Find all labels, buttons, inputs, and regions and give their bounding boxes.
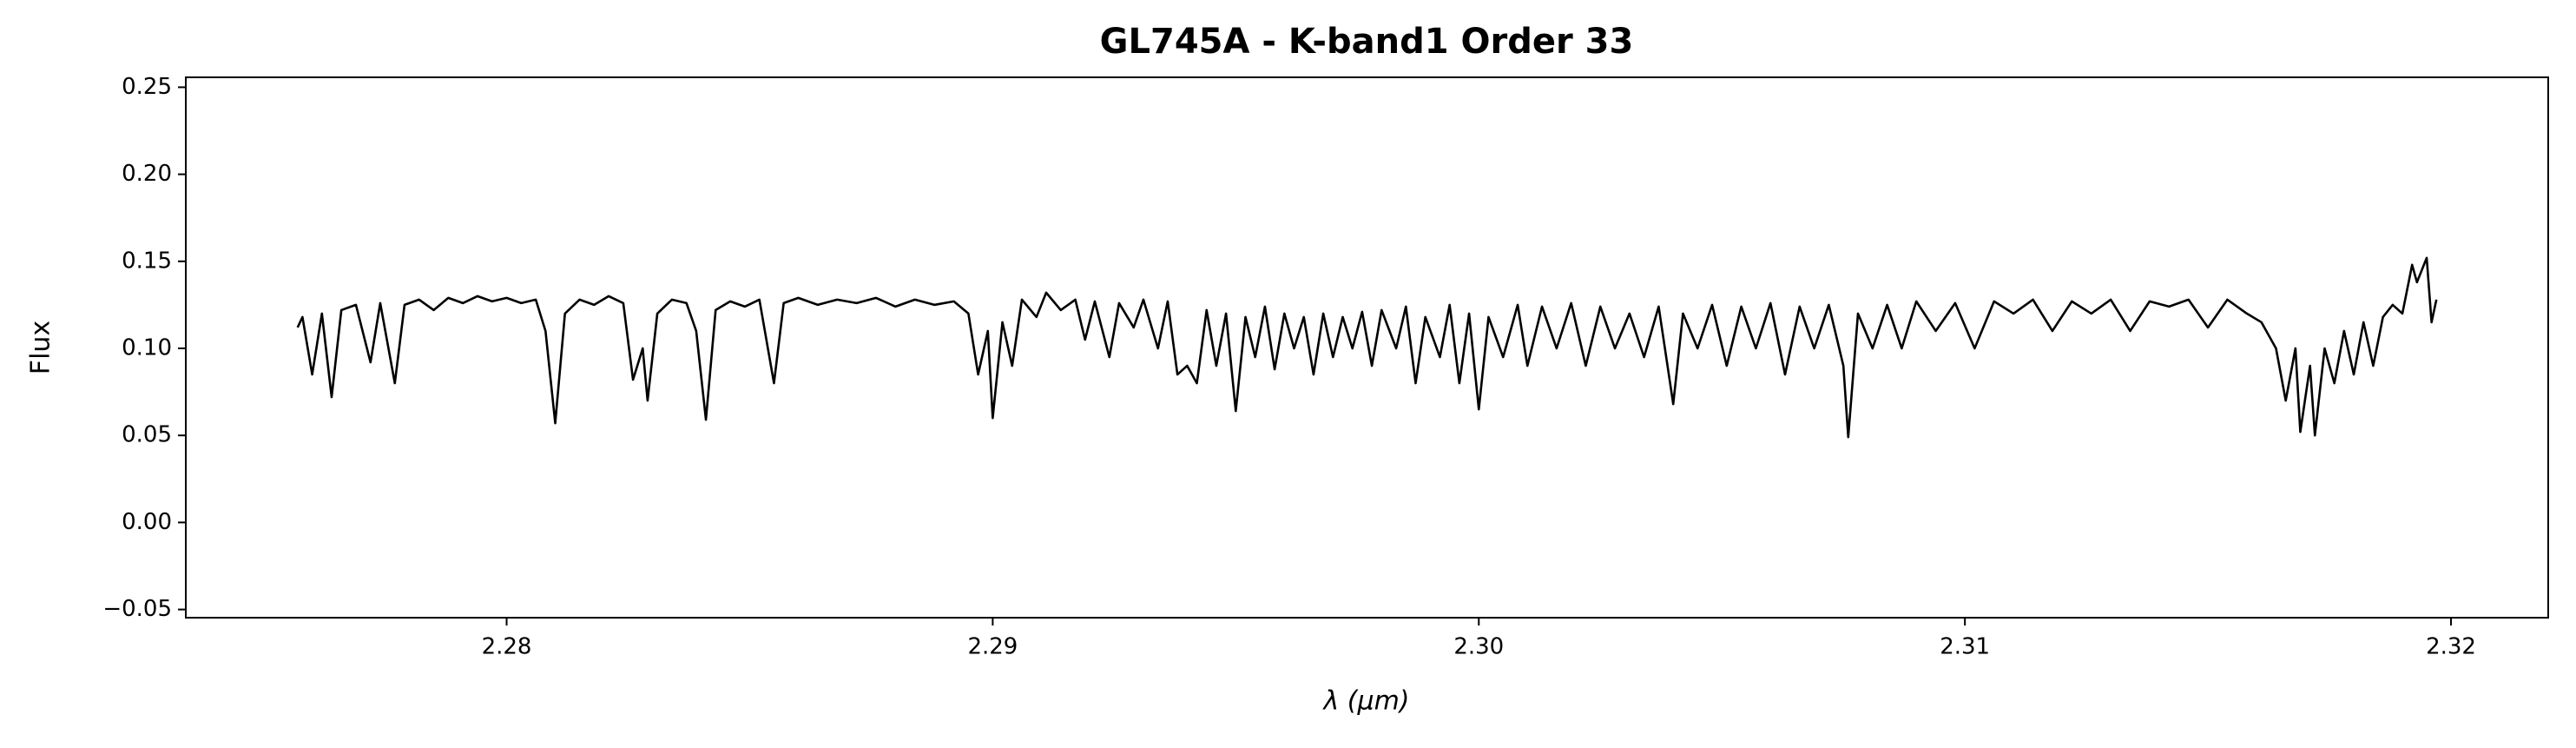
- y-tick-label: 0.05: [122, 422, 172, 448]
- spectrum-line: [296, 256, 2438, 439]
- y-tick-label: 0.25: [122, 74, 172, 100]
- y-tick-label: 0.10: [122, 335, 172, 361]
- y-tick-label: 0.15: [122, 248, 172, 274]
- y-tick-label: 0.20: [122, 161, 172, 187]
- y-tick-label: 0.00: [122, 509, 172, 535]
- chart-title: GL745A - K-band1 Order 33: [1100, 22, 1634, 62]
- x-tick-label: 2.29: [967, 634, 1018, 660]
- x-tick-label: 2.31: [1940, 634, 1990, 660]
- x-tick-label: 2.32: [2426, 634, 2476, 660]
- y-tick-label: −0.05: [102, 596, 172, 622]
- x-tick-label: 2.28: [482, 634, 532, 660]
- y-axis-label: Flux: [26, 321, 56, 374]
- x-axis-label: λ (μm): [1321, 686, 1409, 717]
- plot-frame: [185, 76, 2549, 619]
- x-tick-label: 2.30: [1453, 634, 1504, 660]
